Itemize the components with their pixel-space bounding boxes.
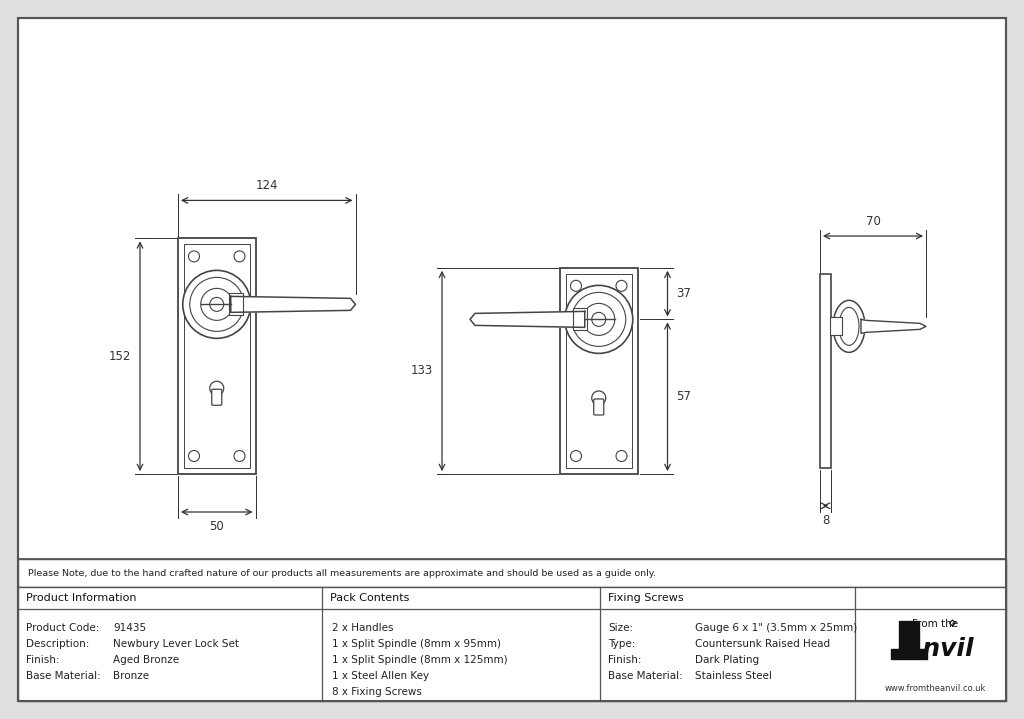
Bar: [566, 274, 632, 468]
Circle shape: [234, 251, 245, 262]
Circle shape: [201, 288, 232, 321]
Text: Please Note, due to the hand crafted nature of our products all measurements are: Please Note, due to the hand crafted nat…: [28, 569, 656, 577]
Text: Bronze: Bronze: [113, 671, 150, 681]
Bar: [572, 308, 587, 331]
Text: 37: 37: [677, 287, 691, 300]
Bar: [820, 274, 831, 468]
Circle shape: [182, 270, 251, 339]
Bar: [228, 293, 243, 316]
Circle shape: [210, 381, 224, 395]
Text: Base Material:: Base Material:: [26, 671, 100, 681]
Text: 133: 133: [411, 365, 433, 377]
Circle shape: [565, 285, 633, 353]
Circle shape: [188, 451, 200, 462]
Text: Type:: Type:: [608, 639, 635, 649]
Text: Size:: Size:: [608, 623, 633, 633]
Ellipse shape: [833, 301, 865, 352]
Text: 50: 50: [209, 520, 224, 533]
Text: 8 x Fixing Screws: 8 x Fixing Screws: [332, 687, 422, 697]
Text: 70: 70: [865, 215, 881, 228]
Text: Countersunk Raised Head: Countersunk Raised Head: [695, 639, 830, 649]
Circle shape: [570, 451, 582, 462]
Text: Base Material:: Base Material:: [608, 671, 683, 681]
FancyBboxPatch shape: [594, 399, 604, 415]
Circle shape: [188, 251, 200, 262]
Text: Aged Bronze: Aged Bronze: [113, 655, 179, 665]
Text: 152: 152: [109, 349, 131, 362]
Text: Newbury Lever Lock Set: Newbury Lever Lock Set: [113, 639, 239, 649]
Text: 1 x Steel Allen Key: 1 x Steel Allen Key: [332, 671, 429, 681]
Text: 124: 124: [256, 180, 278, 193]
Text: www.fromtheanvil.co.uk: www.fromtheanvil.co.uk: [885, 684, 986, 693]
Bar: [18, 18, 1006, 559]
Circle shape: [616, 451, 627, 462]
Circle shape: [234, 451, 245, 462]
Bar: [830, 317, 842, 335]
Text: Product Code:: Product Code:: [26, 623, 99, 633]
Circle shape: [189, 278, 244, 331]
Ellipse shape: [839, 307, 859, 345]
Bar: [18, 559, 1006, 587]
Bar: [178, 239, 256, 474]
Text: 57: 57: [677, 390, 691, 403]
Polygon shape: [891, 621, 927, 659]
Text: Gauge 6 x 1" (3.5mm x 25mm): Gauge 6 x 1" (3.5mm x 25mm): [695, 623, 857, 633]
Text: 8: 8: [822, 514, 829, 527]
Text: 2 x Handles: 2 x Handles: [332, 623, 393, 633]
Polygon shape: [470, 311, 585, 327]
Text: Anvil: Anvil: [903, 637, 974, 661]
Circle shape: [571, 293, 626, 347]
Text: Fixing Screws: Fixing Screws: [608, 593, 684, 603]
Circle shape: [210, 298, 224, 311]
Circle shape: [583, 303, 614, 335]
Text: 91435: 91435: [113, 623, 146, 633]
Circle shape: [592, 312, 606, 326]
Polygon shape: [230, 296, 355, 312]
Text: Finish:: Finish:: [608, 655, 641, 665]
Text: Finish:: Finish:: [26, 655, 59, 665]
Bar: [560, 268, 638, 474]
Text: Product Information: Product Information: [26, 593, 136, 603]
Circle shape: [592, 391, 606, 405]
Circle shape: [616, 280, 627, 291]
Text: Description:: Description:: [26, 639, 89, 649]
Text: Stainless Steel: Stainless Steel: [695, 671, 772, 681]
Bar: [184, 244, 250, 468]
Text: Dark Plating: Dark Plating: [695, 655, 759, 665]
Text: 1 x Split Spindle (8mm x 95mm): 1 x Split Spindle (8mm x 95mm): [332, 639, 501, 649]
Bar: [18, 587, 1006, 701]
Polygon shape: [861, 319, 926, 334]
Circle shape: [570, 280, 582, 291]
Text: 1 x Split Spindle (8mm x 125mm): 1 x Split Spindle (8mm x 125mm): [332, 655, 508, 665]
Text: Pack Contents: Pack Contents: [330, 593, 410, 603]
Text: From the: From the: [912, 619, 958, 629]
FancyBboxPatch shape: [212, 389, 222, 406]
